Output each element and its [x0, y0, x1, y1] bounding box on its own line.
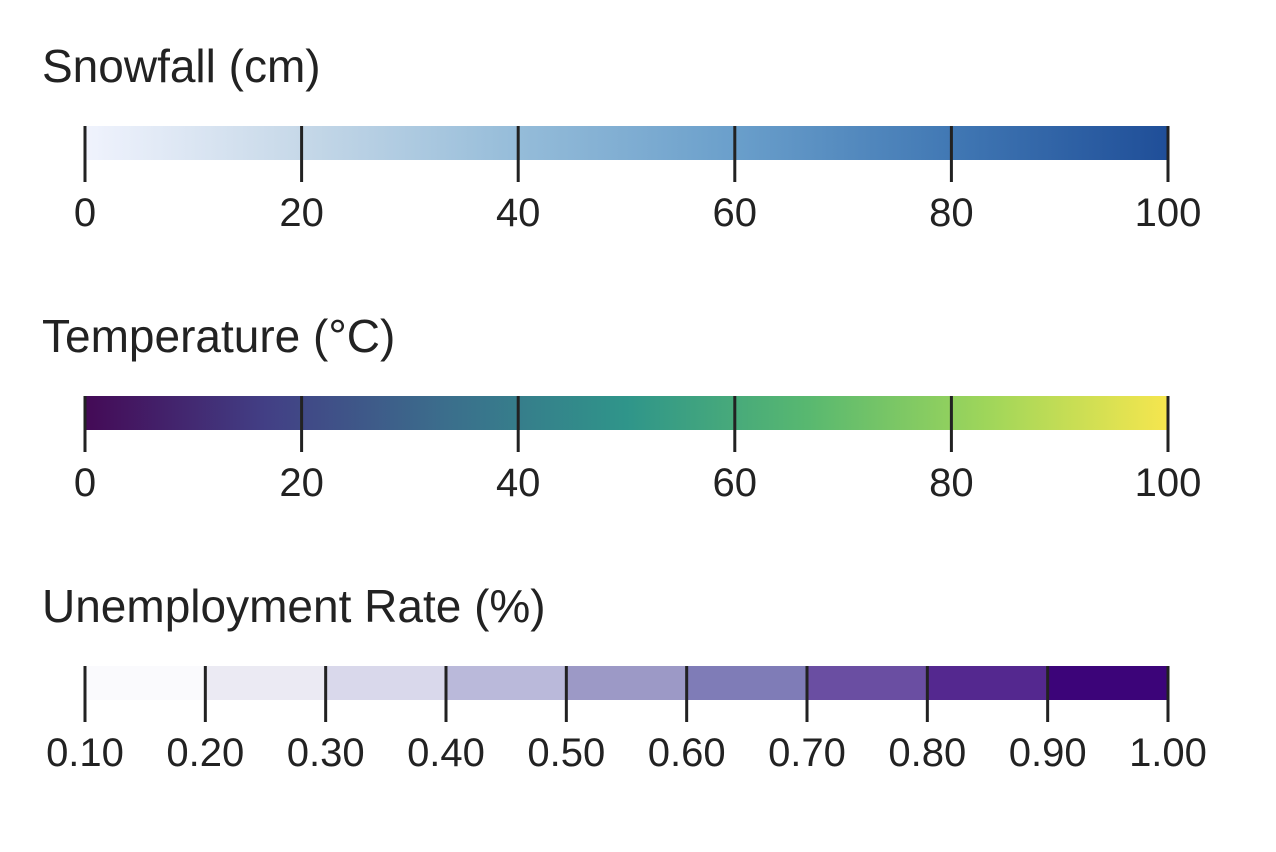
- colorbar-tick-label: 1.00: [1129, 731, 1207, 775]
- colorbar-tick-label: 0.50: [527, 731, 605, 775]
- colorbar-bin: [1047, 666, 1169, 700]
- colorbar-tick-label: 20: [279, 461, 324, 505]
- colorbar-tick-label: 0: [74, 461, 96, 505]
- colorbar-svg: 0 20 40 60 80 100: [74, 396, 1202, 505]
- colorbar-tick-label: 100: [1135, 461, 1202, 505]
- colorbar-tick-label: 0.20: [166, 731, 244, 775]
- colorbar-tick-label: 0.60: [648, 731, 726, 775]
- colorbar-bin: [686, 666, 808, 700]
- colorbar-tick-label: 20: [279, 191, 324, 235]
- colorbar-tick-label: 0.90: [1009, 731, 1087, 775]
- colorbar-tick-label: 0.10: [46, 731, 124, 775]
- colorbar-tick-label: 60: [713, 191, 758, 235]
- colorbar-bin: [325, 666, 447, 700]
- colorbar-gradient: [85, 396, 1168, 430]
- colorbar-unemployment-rate: 0.10 0.20 0.30 0.40 0.50 0.60 0.70 0.80 0.90 1.00…: [0, 578, 1276, 798]
- colorbar-tick-label: 0.70: [768, 731, 846, 775]
- colorbar-bin: [446, 666, 567, 700]
- colorbar-tick-label: 40: [496, 461, 541, 505]
- colorbar-tick-label: 80: [929, 191, 974, 235]
- colorbar-bin: [927, 666, 1049, 700]
- colorbar-tick-label: 40: [496, 191, 541, 235]
- colorbar-bin: [566, 666, 688, 700]
- colorbar-svg: 0 20 40 60 80 100: [74, 126, 1202, 235]
- colorbar-temperature: 0 20 40 60 80 100 Temperature (°C): [0, 308, 1276, 528]
- colorbar-bin: [205, 666, 327, 700]
- colorbar-tick-label: 0.40: [407, 731, 485, 775]
- colorbar-gradient: [85, 126, 1168, 160]
- colorbar-svg: 0.10 0.20 0.30 0.40 0.50 0.60 0.70 0.80 0.90 1.00: [46, 666, 1207, 775]
- colorbar-tick-label: 60: [713, 461, 758, 505]
- colorbar-tick-label: 0: [74, 191, 96, 235]
- colorbar-tick-label: 80: [929, 461, 974, 505]
- colorbar-tick-label: 100: [1135, 191, 1202, 235]
- colorbar-title: Unemployment Rate (%): [42, 580, 546, 632]
- colorbar-tick-label: 0.30: [287, 731, 365, 775]
- colorbar-title: Snowfall (cm): [42, 40, 321, 92]
- colorbar-bin: [85, 666, 206, 700]
- colorbar-snowfall: 0 20 40 60 80 100 Snowfall (cm): [0, 38, 1276, 258]
- colorbar-tick-label: 0.80: [888, 731, 966, 775]
- colorbar-title: Temperature (°C): [42, 310, 396, 362]
- colorbar-bin: [807, 666, 928, 700]
